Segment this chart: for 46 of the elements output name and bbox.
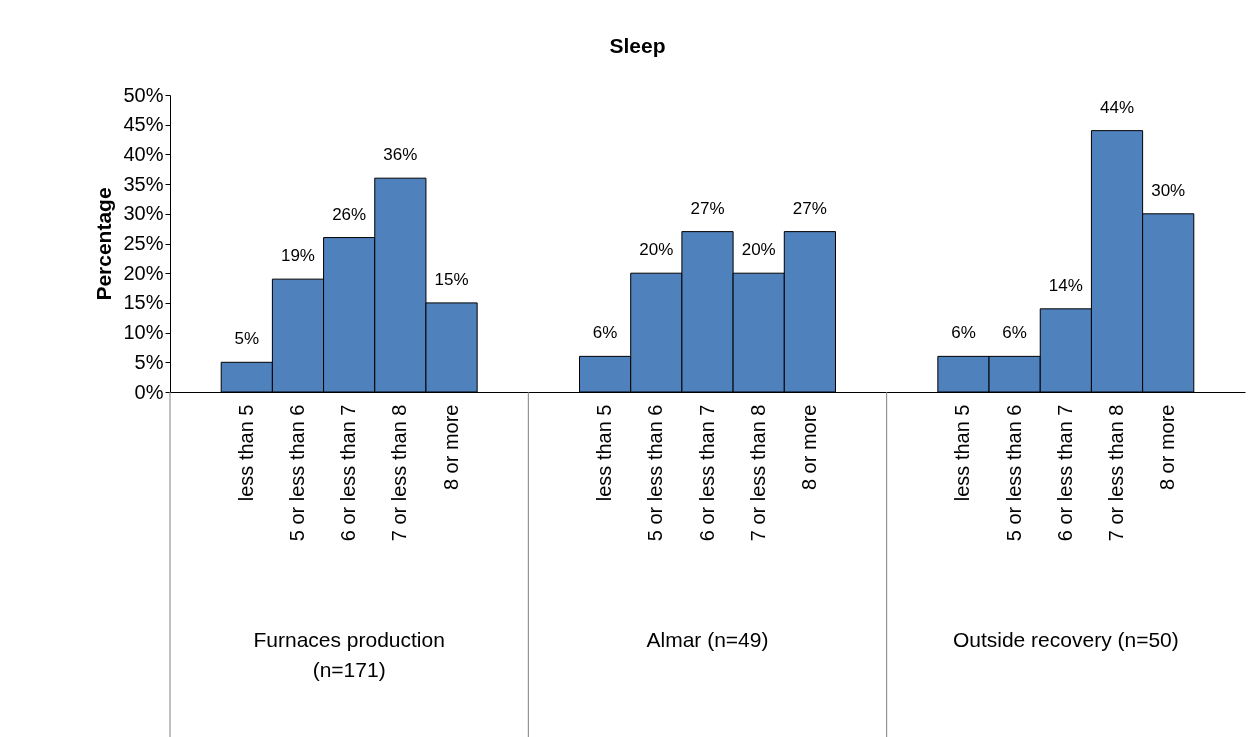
data-label: 26%: [332, 204, 367, 224]
text: Almar (n=49): [646, 628, 769, 651]
data-label: 6%: [1002, 323, 1027, 343]
data-label: 44%: [1100, 97, 1135, 117]
y-tick-label: 40%: [123, 142, 164, 165]
text: Outside recovery (n=50): [952, 628, 1179, 651]
x-tick-label: 6 or less than 7: [1053, 404, 1076, 542]
y-tick-label: 45%: [123, 113, 164, 136]
x-tick-label: 5 or less than 6: [285, 404, 308, 542]
data-label: 15%: [434, 269, 469, 289]
x-tick-label: less than 5: [951, 404, 974, 502]
x-tick-label: 5 or less than 6: [644, 404, 667, 542]
data-label: 27%: [690, 198, 725, 218]
x-tick-label: 8 or more: [1156, 404, 1179, 491]
y-tick-label: 25%: [123, 232, 164, 254]
x-tick-label: 8 or more: [439, 404, 462, 491]
data-label: 20%: [741, 240, 776, 260]
x-tick-label: less than 5: [234, 404, 257, 502]
x-tick-label: 7 or less than 8: [388, 404, 411, 542]
x-tick-label: 8 or more: [797, 404, 820, 491]
text: Furnaces production (n=171): [253, 628, 445, 681]
x-tick-label: less than 5: [593, 404, 616, 502]
x-tick-label: 7 or less than 8: [746, 404, 769, 542]
y-tick-label: 10%: [123, 321, 164, 344]
y-tick-label: 0%: [134, 380, 164, 403]
y-axis-title: Percentage: [92, 187, 116, 301]
data-label: 30%: [1151, 180, 1186, 200]
x-tick-label: 6 or less than 7: [695, 404, 718, 542]
y-tick-label: 50%: [123, 83, 164, 106]
chart-title: Sleep: [609, 34, 666, 57]
x-tick-label: 5 or less than 6: [1002, 404, 1025, 542]
data-label: 14%: [1048, 275, 1083, 295]
y-tick-label: 20%: [123, 261, 164, 284]
data-label: 27%: [792, 198, 827, 218]
data-label: 36%: [383, 145, 418, 165]
y-tick-label: 5%: [134, 350, 164, 373]
data-label: 6%: [951, 323, 976, 343]
data-label: 6%: [592, 323, 618, 343]
x-tick-label: 7 or less than 8: [1105, 404, 1128, 542]
data-label: 19%: [280, 246, 315, 266]
y-tick-label: 35%: [123, 172, 164, 195]
x-tick-label: 6 or less than 7: [337, 404, 360, 542]
y-tick-label: 30%: [123, 202, 164, 225]
y-tick-label: 15%: [123, 291, 164, 314]
data-label: 5%: [234, 329, 260, 349]
data-label: 20%: [639, 240, 674, 260]
